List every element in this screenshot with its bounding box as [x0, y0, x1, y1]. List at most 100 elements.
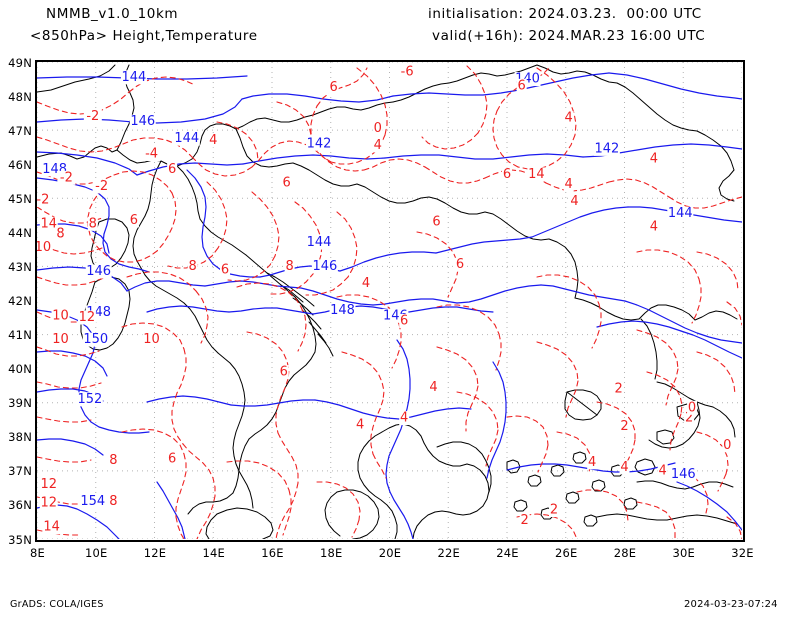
label-mask [519, 513, 530, 528]
contour-label: 144 [307, 235, 332, 250]
contour-label: 0 [723, 438, 731, 453]
label-mask [563, 111, 574, 126]
contour-label: 146 [671, 467, 696, 482]
contour-label: -2 [95, 179, 108, 194]
label-mask [593, 141, 620, 156]
contour-label: 6 [330, 80, 338, 95]
contour-label: 4 [650, 220, 658, 235]
contour-label: 144 [122, 70, 147, 85]
contour-label: 6 [283, 175, 291, 190]
label-mask [173, 131, 200, 146]
field-title: <850hPa> Height,Temperature [30, 28, 258, 44]
longitude-tick-label: 28E [613, 546, 637, 560]
label-mask [57, 170, 76, 185]
label-mask [398, 65, 417, 80]
contour-label: 8 [189, 259, 197, 274]
contour-label: 2 [520, 513, 528, 528]
contour-label: 152 [77, 392, 102, 407]
label-mask [92, 179, 111, 194]
contour-label: 154 [80, 494, 105, 509]
contour-label: 146 [130, 114, 155, 129]
label-mask [142, 332, 161, 347]
label-mask [284, 259, 295, 274]
contour-label: 148 [330, 303, 355, 318]
label-mask [431, 215, 442, 230]
contour-label: -6 [401, 65, 414, 80]
label-mask [120, 70, 147, 85]
contour-label: 4 [650, 152, 658, 167]
valid-time: valid(+16h): 2024.MAR.23 16:00 UTC [432, 28, 706, 44]
label-mask [648, 152, 659, 167]
longitude-tick-label: 12E [143, 546, 167, 560]
contour-label: 4 [356, 417, 364, 432]
label-mask [667, 206, 694, 221]
label-mask [355, 417, 366, 432]
latitude-tick-label: 47N [8, 123, 32, 138]
contour-label: 6 [130, 213, 138, 228]
label-mask [372, 121, 383, 136]
contour-label: 14 [528, 167, 545, 182]
longitude-tick-label: 14E [202, 546, 225, 560]
contour-label: 10 [143, 332, 160, 347]
contour-label: 146 [312, 259, 337, 274]
contour-label: 8 [109, 453, 117, 468]
latitude-tick-label: 42N [8, 294, 32, 308]
contour-label: 14 [40, 216, 57, 231]
contour-label: 144 [668, 206, 693, 221]
contour-label: 12 [40, 496, 57, 511]
contour-label: 4 [659, 463, 667, 478]
contour-label: -2 [60, 170, 73, 185]
initialisation-time: initialisation: 2024.03.23. 00:00 UTC [428, 6, 702, 22]
contour-label: 4 [429, 380, 437, 395]
label-mask [516, 78, 527, 93]
label-mask [361, 276, 371, 291]
label-mask [39, 477, 58, 492]
label-mask [399, 313, 410, 328]
model-title: NMMB_v1.0_10km [46, 6, 179, 22]
label-mask [82, 332, 109, 347]
contour-label: -2 [37, 192, 49, 207]
latitude-tick-label: 45N [8, 191, 32, 206]
longitude-tick-label: 10E [85, 546, 108, 560]
latitude-tick-label: 38N [8, 430, 32, 445]
latitude-tick-label: 44N [8, 225, 32, 240]
latitude-tick-label: 48N [8, 89, 32, 104]
latitude-tick-label: 35N [8, 532, 32, 547]
label-mask [569, 194, 580, 209]
label-mask [306, 136, 332, 151]
longitude-tick-label: 22E [437, 546, 460, 560]
label-mask [328, 80, 339, 95]
contour-label: 6 [168, 451, 176, 466]
longitude-tick-label: 26E [555, 546, 578, 560]
label-mask [549, 503, 559, 518]
contour-label: 10 [37, 240, 51, 255]
label-mask [722, 438, 733, 453]
label-mask [619, 460, 630, 475]
label-mask [37, 240, 52, 255]
longitude-tick-label: 24E [496, 546, 519, 560]
longitude-tick-label: 18E [320, 546, 343, 560]
contour-label: 4 [400, 411, 408, 426]
label-mask [42, 520, 61, 535]
contour-label: 8 [56, 227, 64, 242]
latitude-tick-label: 36N [8, 498, 32, 513]
label-mask [220, 262, 230, 277]
latitude-tick-label: 37N [8, 464, 32, 479]
label-mask [208, 133, 219, 148]
label-mask [306, 235, 332, 250]
label-mask [76, 392, 103, 407]
contour-label: 6 [280, 365, 288, 380]
label-mask [428, 380, 439, 395]
label-mask [684, 411, 695, 426]
label-mask [39, 496, 58, 511]
label-mask [648, 220, 659, 235]
label-mask [687, 400, 698, 415]
contour-label: 4 [588, 455, 596, 470]
contour-label: 14 [43, 520, 60, 535]
contour-label: 8 [285, 259, 293, 274]
label-mask [142, 146, 161, 161]
contour-label: 2 [614, 382, 622, 397]
longitude-tick-label: 30E [672, 546, 695, 560]
label-mask [128, 213, 139, 228]
